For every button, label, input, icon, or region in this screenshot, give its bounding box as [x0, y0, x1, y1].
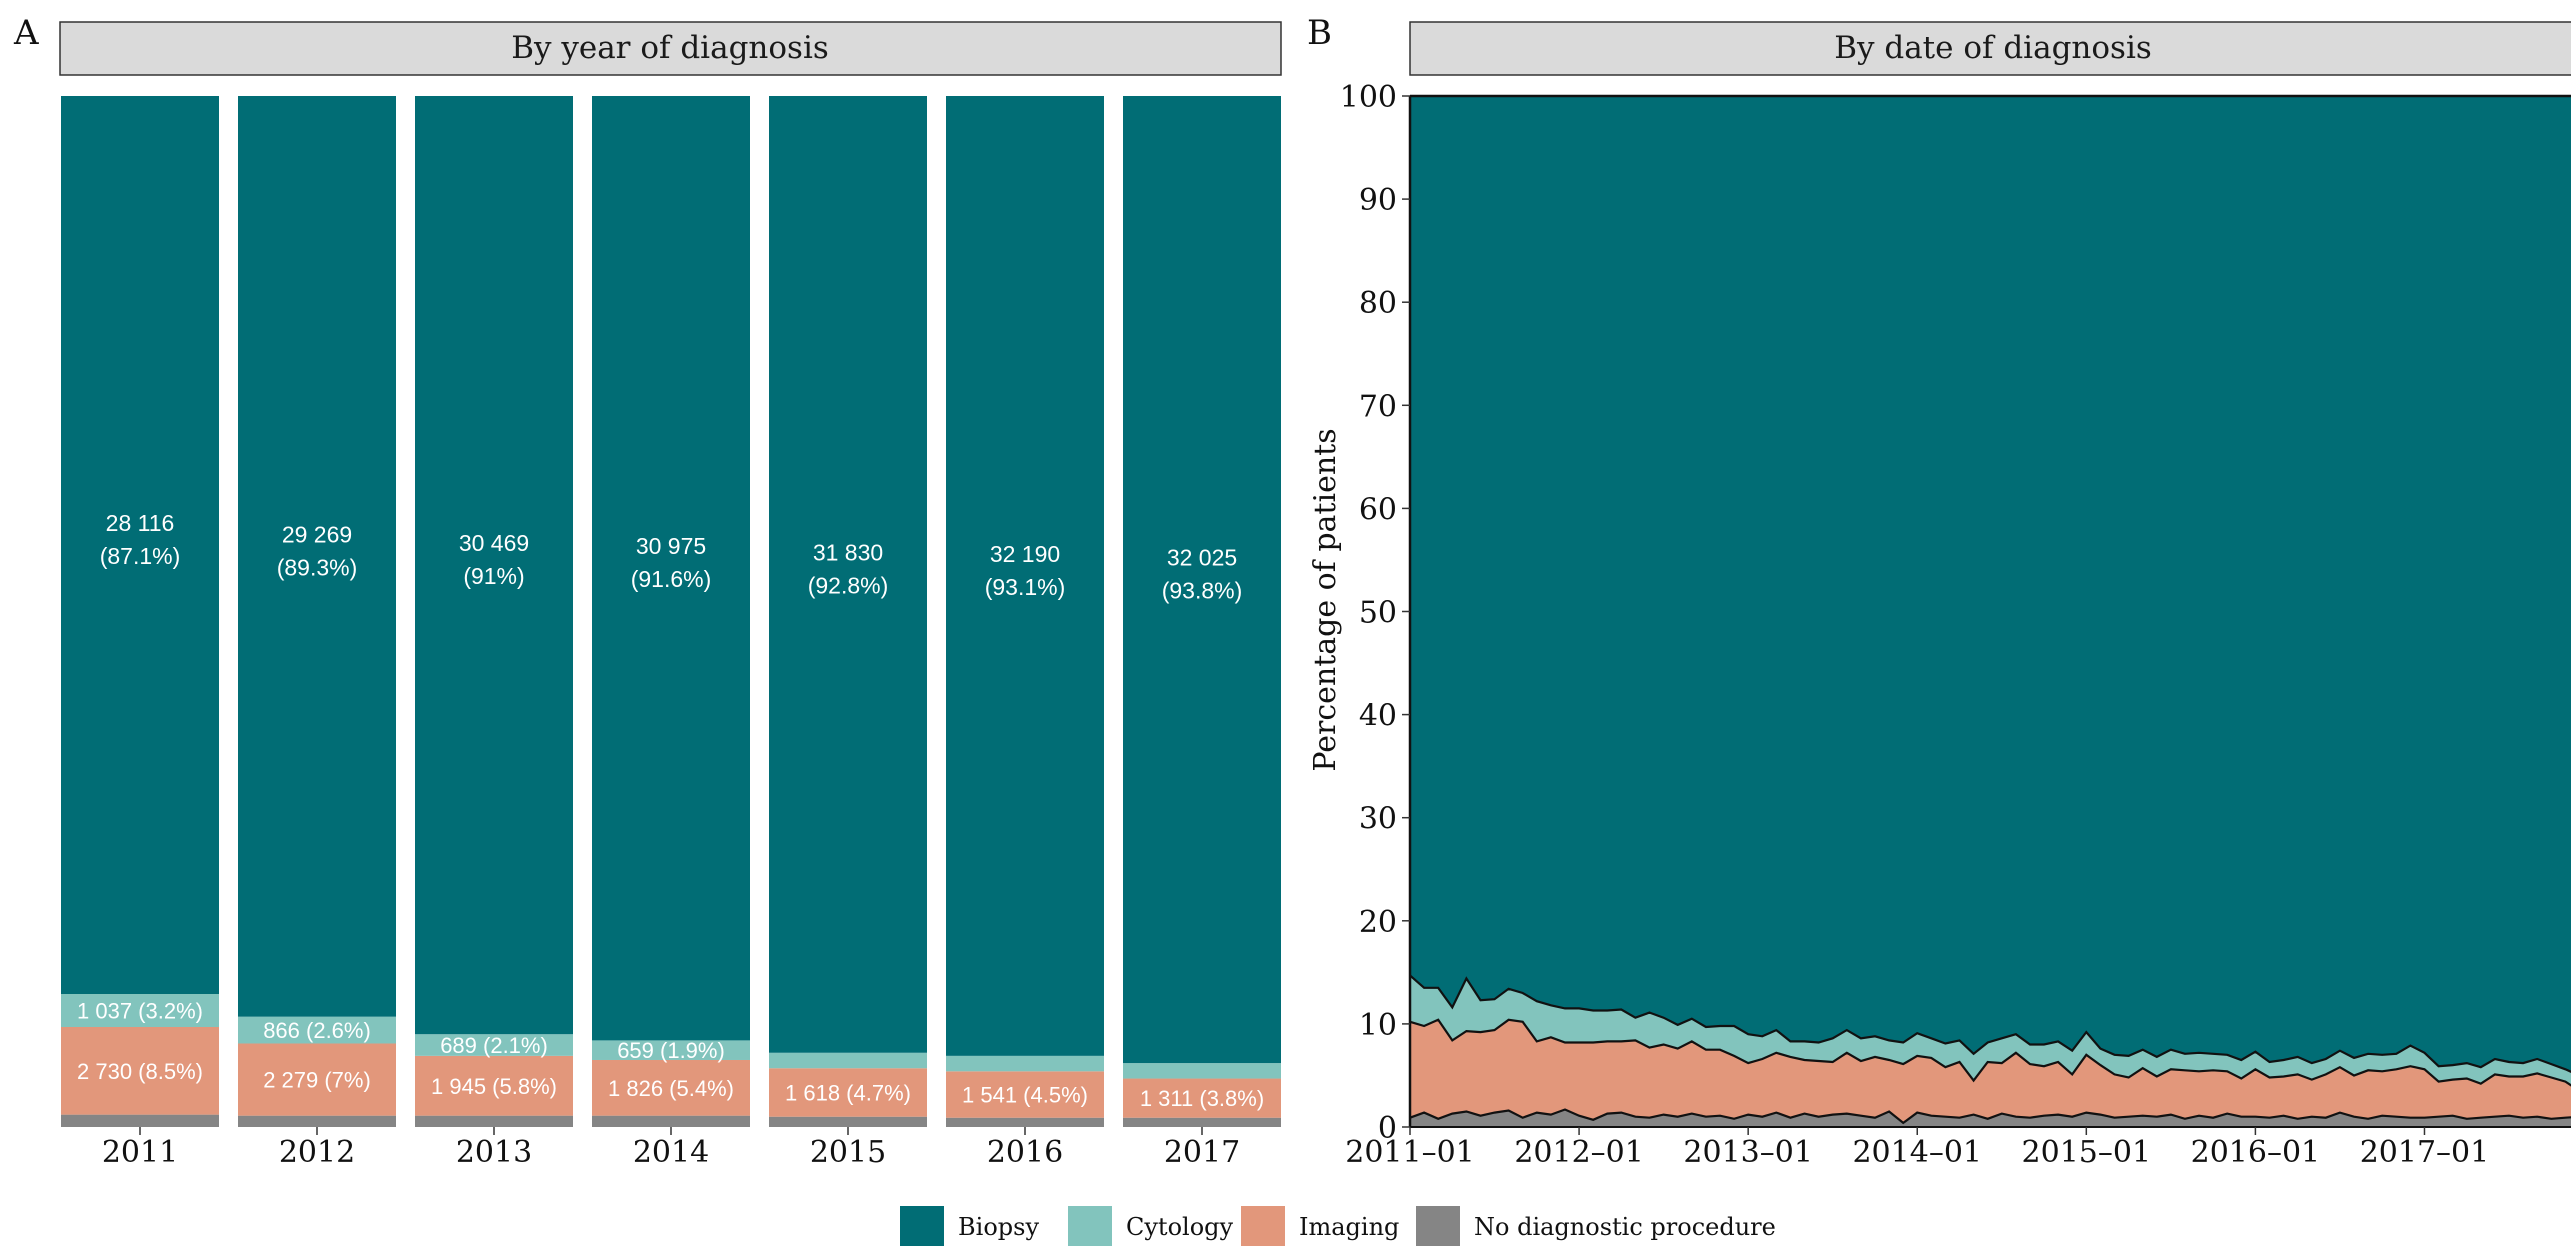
panel-b-y-axis-label: Percentage of patients	[1308, 428, 1343, 771]
panel-a-title: By year of diagnosis	[511, 30, 829, 66]
y-tick-label-20: 20	[1359, 905, 1397, 940]
data-label-imaging-2011: 2 730 (8.5%)	[77, 1059, 203, 1084]
data-label-imaging-2016: 1 541 (4.5%)	[962, 1083, 1088, 1108]
panel-b-title: By date of diagnosis	[1834, 30, 2152, 66]
legend-label-biopsy: Biopsy	[958, 1213, 1039, 1241]
legend-label-imaging: Imaging	[1299, 1213, 1399, 1241]
panel-b-letter: B	[1307, 13, 1332, 53]
x-tick-label-2011–01: 2011–01	[1345, 1135, 1475, 1170]
data-label-biopsy-count-2015: 31 830	[813, 539, 883, 565]
y-tick-label-50: 50	[1359, 596, 1397, 631]
x-tick-label-2012–01: 2012–01	[1514, 1135, 1644, 1170]
data-label-cytology-2013: 689 (2.1%)	[440, 1033, 548, 1058]
data-label-imaging-2015: 1 618 (4.7%)	[785, 1080, 911, 1105]
data-label-biopsy-pct-2016: (93.1%)	[985, 574, 1066, 600]
legend-label-none: No diagnostic procedure	[1474, 1213, 1776, 1241]
x-tick-label-2017: 2017	[1164, 1135, 1240, 1170]
legend-swatch-none	[1416, 1206, 1460, 1246]
x-tick-label-2012: 2012	[279, 1135, 355, 1170]
x-tick-label-2017–01: 2017–01	[2360, 1135, 2490, 1170]
bar-segment-none-2015	[769, 1117, 927, 1127]
x-tick-label-2011: 2011	[102, 1135, 178, 1170]
panel-a-letter: A	[13, 13, 39, 53]
data-label-imaging-2017: 1 311 (3.8%)	[1140, 1086, 1264, 1111]
y-tick-label-60: 60	[1359, 492, 1397, 527]
panel-b-areas	[1410, 96, 2571, 1127]
legend-label-cytology: Cytology	[1126, 1213, 1234, 1241]
bar-segment-none-2012	[238, 1116, 396, 1127]
x-tick-label-2015–01: 2015–01	[2022, 1135, 2152, 1170]
y-tick-label-10: 10	[1359, 1008, 1397, 1043]
bar-segment-none-2016	[946, 1118, 1104, 1127]
data-label-biopsy-pct-2012: (89.3%)	[277, 554, 358, 580]
y-tick-label-100: 100	[1340, 80, 1397, 115]
data-label-cytology-2012: 866 (2.6%)	[263, 1018, 371, 1043]
panel-b-by-date: B By date of diagnosis Percentage of pat…	[1307, 13, 2571, 1170]
y-tick-label-30: 30	[1359, 802, 1397, 837]
data-label-cytology-2014: 659 (1.9%)	[617, 1038, 725, 1063]
y-tick-label-80: 80	[1359, 286, 1397, 321]
bar-segment-none-2017	[1123, 1118, 1281, 1127]
data-label-biopsy-count-2013: 30 469	[459, 530, 529, 556]
data-label-biopsy-count-2014: 30 975	[636, 533, 706, 559]
panel-a-by-year: A By year of diagnosis 28 116 (87.1%) 1 03…	[13, 13, 1281, 1170]
data-label-imaging-2012: 2 279 (7%)	[263, 1068, 371, 1093]
data-label-biopsy-pct-2011: (87.1%)	[100, 543, 181, 569]
bar-segment-cytology-2015	[769, 1053, 927, 1068]
bar-segment-none-2014	[592, 1116, 750, 1127]
data-label-biopsy-count-2011: 28 116	[106, 510, 175, 536]
data-label-biopsy-pct-2014: (91.6%)	[631, 566, 712, 592]
x-tick-label-2013–01: 2013–01	[1683, 1135, 1813, 1170]
legend-swatch-cytology	[1068, 1206, 1112, 1246]
bar-segment-cytology-2016	[946, 1056, 1104, 1071]
y-tick-label-40: 40	[1359, 699, 1397, 734]
bar-segment-none-2011	[61, 1115, 219, 1127]
data-label-cytology-2011: 1 037 (3.2%)	[77, 998, 203, 1023]
data-label-biopsy-count-2017: 32 025	[1167, 545, 1237, 571]
data-label-biopsy-count-2012: 29 269	[282, 521, 352, 547]
data-label-imaging-2014: 1 826 (5.4%)	[608, 1076, 734, 1101]
x-tick-label-2014–01: 2014–01	[1852, 1135, 1982, 1170]
y-tick-label-70: 70	[1359, 389, 1397, 424]
area-biopsy	[1410, 96, 2571, 1127]
x-tick-label-2016: 2016	[987, 1135, 1063, 1170]
data-label-biopsy-pct-2013: (91%)	[463, 563, 524, 589]
legend-swatch-imaging	[1241, 1206, 1285, 1246]
x-tick-label-2015: 2015	[810, 1135, 886, 1170]
data-label-imaging-2013: 1 945 (5.8%)	[431, 1074, 557, 1099]
data-label-biopsy-count-2016: 32 190	[990, 541, 1060, 567]
x-tick-label-2014: 2014	[633, 1135, 709, 1170]
y-tick-label-90: 90	[1359, 183, 1397, 218]
bar-segment-cytology-2017	[1123, 1063, 1281, 1078]
data-label-biopsy-pct-2017: (93.8%)	[1162, 578, 1243, 604]
legend-swatch-biopsy	[900, 1206, 944, 1246]
bar-segment-none-2013	[415, 1116, 573, 1127]
x-tick-label-2016–01: 2016–01	[2191, 1135, 2321, 1170]
panel-a-bars	[61, 96, 1281, 1127]
data-label-biopsy-pct-2015: (92.8%)	[808, 572, 889, 598]
x-tick-label-2013: 2013	[456, 1135, 532, 1170]
